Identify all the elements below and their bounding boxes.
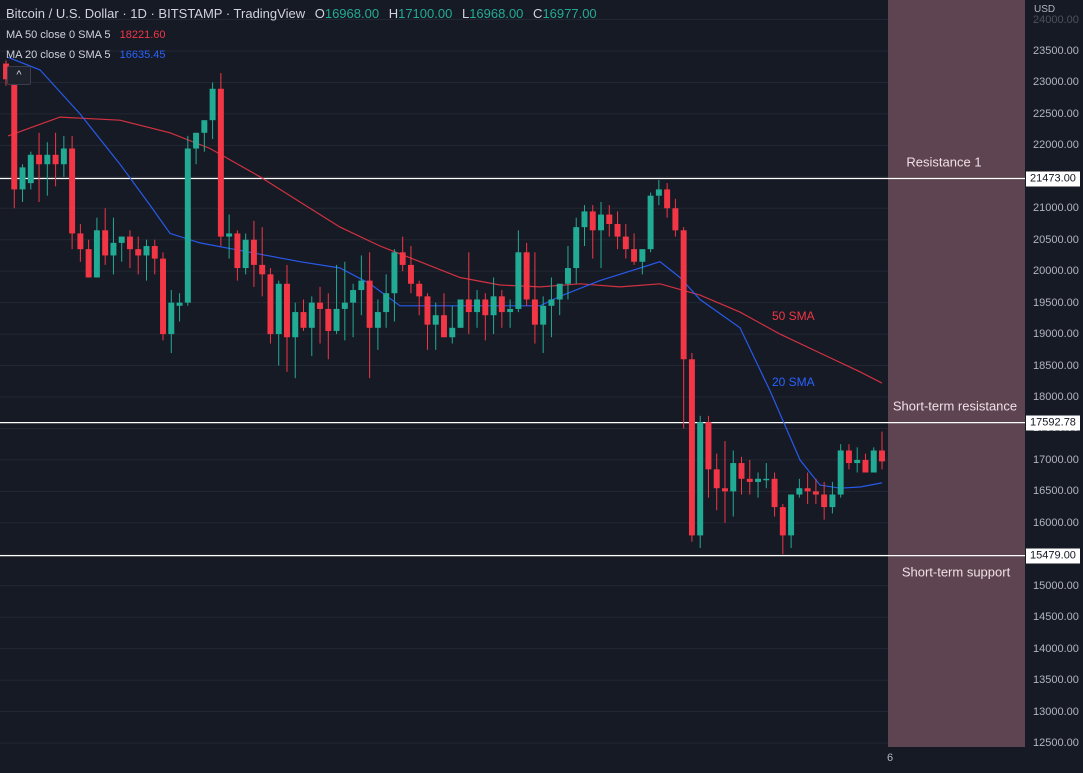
chevron-up-icon: ^ xyxy=(16,69,22,81)
sma20-annotation: 20 SMA xyxy=(772,375,815,389)
indicator-ma20-value: 16635.45 xyxy=(119,49,166,61)
indicator-ma20-label: MA 20 close 0 SMA 5 xyxy=(6,49,111,61)
sma20-line xyxy=(7,56,883,489)
price-tick: 20000.00 xyxy=(1033,265,1079,278)
low-label: L xyxy=(461,6,470,21)
price-tick: 13000.00 xyxy=(1033,705,1079,718)
price-tick: 21000.00 xyxy=(1033,202,1079,215)
open-label: O xyxy=(314,6,325,21)
close-label: C xyxy=(533,6,543,21)
annotation-zone xyxy=(888,0,1025,747)
price-tick: 23000.00 xyxy=(1033,76,1079,89)
resistance-1-label: Resistance 1 xyxy=(906,154,982,170)
axis-unit: USD xyxy=(1034,4,1056,15)
price-tick: 19000.00 xyxy=(1033,328,1079,341)
indicator-ma20[interactable]: MA 20 close 0 SMA 5 16635.45 xyxy=(6,49,597,61)
indicator-ma50-label: MA 50 close 0 SMA 5 xyxy=(6,29,111,41)
symbol-name: Bitcoin / U.S. Dollar · 1D · BITSTAMP · … xyxy=(6,6,306,21)
high-value: 17100.00 xyxy=(398,6,453,21)
price-tick: 22000.00 xyxy=(1033,139,1079,152)
price-tick: 16000.00 xyxy=(1033,516,1079,529)
chart-legend: Bitcoin / U.S. Dollar · 1D · BITSTAMP · … xyxy=(6,6,597,61)
candlestick-chart[interactable] xyxy=(0,0,1025,768)
price-tick: 14000.00 xyxy=(1033,642,1079,655)
time-axis-label: 6 xyxy=(887,752,894,764)
indicator-ma50[interactable]: MA 50 close 0 SMA 5 18221.60 xyxy=(6,29,597,41)
chart-plot-area[interactable] xyxy=(0,0,1025,768)
price-tick: 20500.00 xyxy=(1033,233,1079,246)
symbol-title[interactable]: Bitcoin / U.S. Dollar · 1D · BITSTAMP · … xyxy=(6,6,597,21)
candles xyxy=(3,60,885,555)
short-term-resistance-label: Short-term resistance xyxy=(892,398,1018,414)
price-tick: 18500.00 xyxy=(1033,359,1079,372)
high-label: H xyxy=(388,6,399,21)
price-tick: 19500.00 xyxy=(1033,296,1079,309)
low-value: 16968.00 xyxy=(469,6,524,21)
sma50-annotation: 50 SMA xyxy=(772,309,815,323)
level-price-label: 17592.78 xyxy=(1026,415,1080,431)
close-value: 16977.00 xyxy=(542,6,597,21)
level-price-label: 21473.00 xyxy=(1026,171,1080,187)
horizontal-levels[interactable] xyxy=(0,177,1025,557)
price-tick: 23500.00 xyxy=(1033,45,1079,57)
open-value: 16968.00 xyxy=(324,6,380,21)
price-tick: 17000.00 xyxy=(1033,453,1079,466)
price-tick: 15000.00 xyxy=(1033,579,1079,592)
grid-lines xyxy=(0,19,1025,744)
price-axis[interactable]: USD 24000.00 23500.00 23000.00 22500.00 2200… xyxy=(1025,0,1083,768)
price-tick: 13500.00 xyxy=(1033,674,1079,687)
level-price-label: 15479.00 xyxy=(1026,548,1080,564)
price-tick: 16500.00 xyxy=(1033,485,1079,498)
indicator-ma50-value: 18221.60 xyxy=(119,29,166,41)
short-term-support-label: Short-term support xyxy=(901,564,1011,580)
collapse-legend-button[interactable]: ^ xyxy=(7,66,31,85)
price-tick: 22500.00 xyxy=(1033,107,1079,120)
sma50-line xyxy=(7,116,883,384)
price-tick: 14500.00 xyxy=(1033,611,1079,624)
price-tick: 12500.00 xyxy=(1033,737,1079,749)
price-tick: 24000.00 xyxy=(1033,13,1079,26)
price-tick: 18000.00 xyxy=(1033,391,1079,403)
